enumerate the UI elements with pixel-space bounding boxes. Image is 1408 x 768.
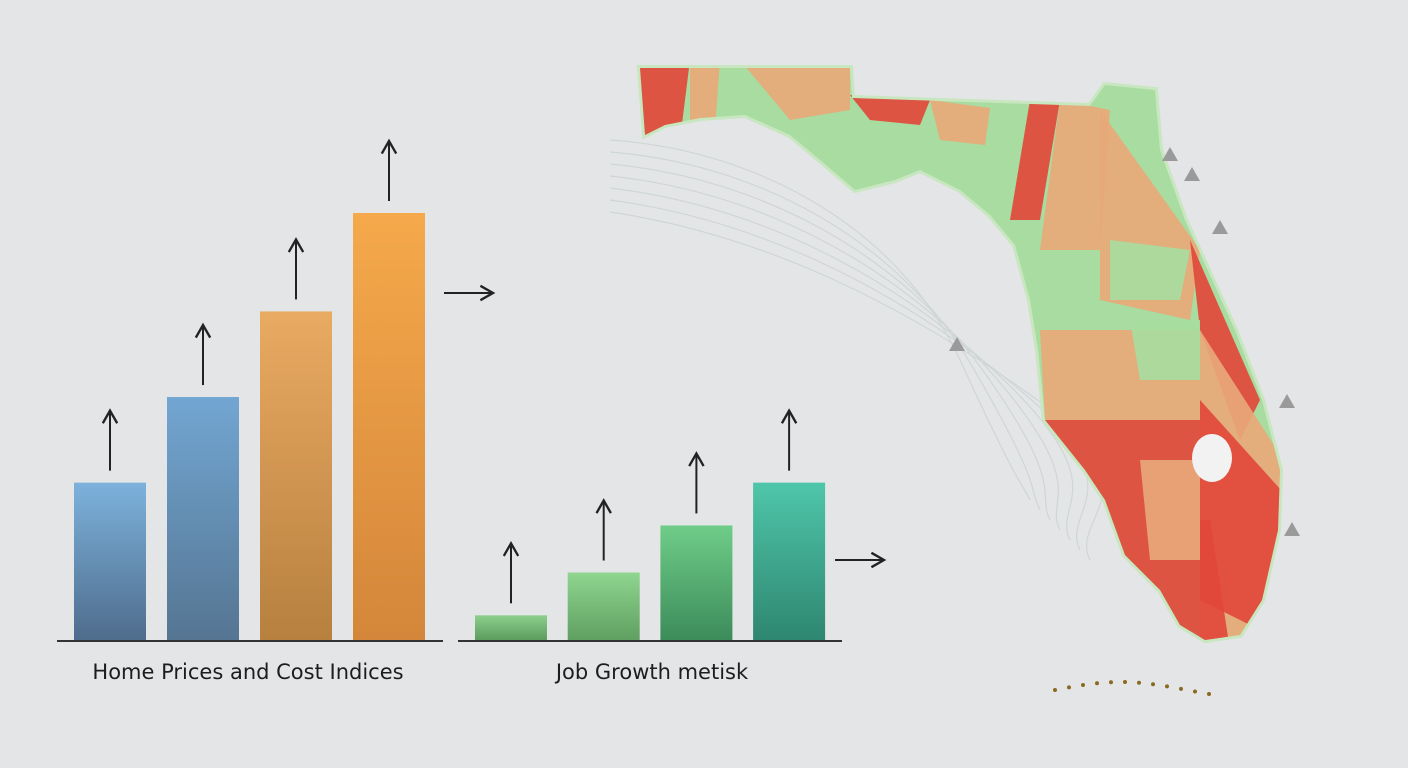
county-region bbox=[1110, 240, 1190, 300]
key-island bbox=[1193, 689, 1197, 694]
key-island bbox=[1151, 682, 1155, 687]
bar bbox=[660, 525, 733, 641]
lake bbox=[1192, 434, 1232, 482]
contour-line bbox=[609, 175, 1061, 531]
warning-icon bbox=[1184, 167, 1200, 181]
bar bbox=[74, 482, 146, 641]
county-region bbox=[690, 68, 720, 130]
contour-line bbox=[609, 163, 1051, 521]
chart-title-job-growth: Job Growth metisk bbox=[554, 660, 749, 684]
contour-line bbox=[609, 211, 1104, 561]
key-island bbox=[1179, 686, 1183, 691]
county-region bbox=[1040, 100, 1110, 250]
warning-icon bbox=[1162, 147, 1178, 161]
key-island bbox=[1165, 684, 1169, 689]
county-region bbox=[1140, 460, 1200, 560]
bar bbox=[753, 482, 826, 641]
key-island bbox=[1109, 680, 1113, 685]
key-island bbox=[1067, 685, 1071, 690]
warning-icon bbox=[1279, 394, 1295, 408]
county-region bbox=[740, 68, 850, 120]
warning-icon bbox=[1284, 522, 1300, 536]
county-region bbox=[850, 95, 930, 125]
county-region bbox=[1190, 240, 1260, 440]
bar bbox=[260, 311, 332, 641]
key-island bbox=[1053, 688, 1057, 692]
bar bbox=[475, 615, 547, 641]
warning-icon bbox=[949, 337, 965, 351]
county-region bbox=[930, 100, 990, 145]
key-island bbox=[1123, 680, 1127, 685]
key-island bbox=[1095, 681, 1099, 686]
warning-icon bbox=[1212, 220, 1228, 234]
county-region bbox=[640, 68, 690, 140]
key-island bbox=[1081, 683, 1085, 688]
bar bbox=[353, 213, 425, 641]
chart-title-home-prices: Home Prices and Cost Indices bbox=[92, 660, 403, 684]
county-region bbox=[1130, 320, 1200, 380]
bar bbox=[567, 572, 640, 641]
bar bbox=[167, 397, 239, 641]
county-region bbox=[1010, 100, 1060, 220]
key-island bbox=[1137, 680, 1141, 685]
key-island bbox=[1207, 692, 1211, 697]
